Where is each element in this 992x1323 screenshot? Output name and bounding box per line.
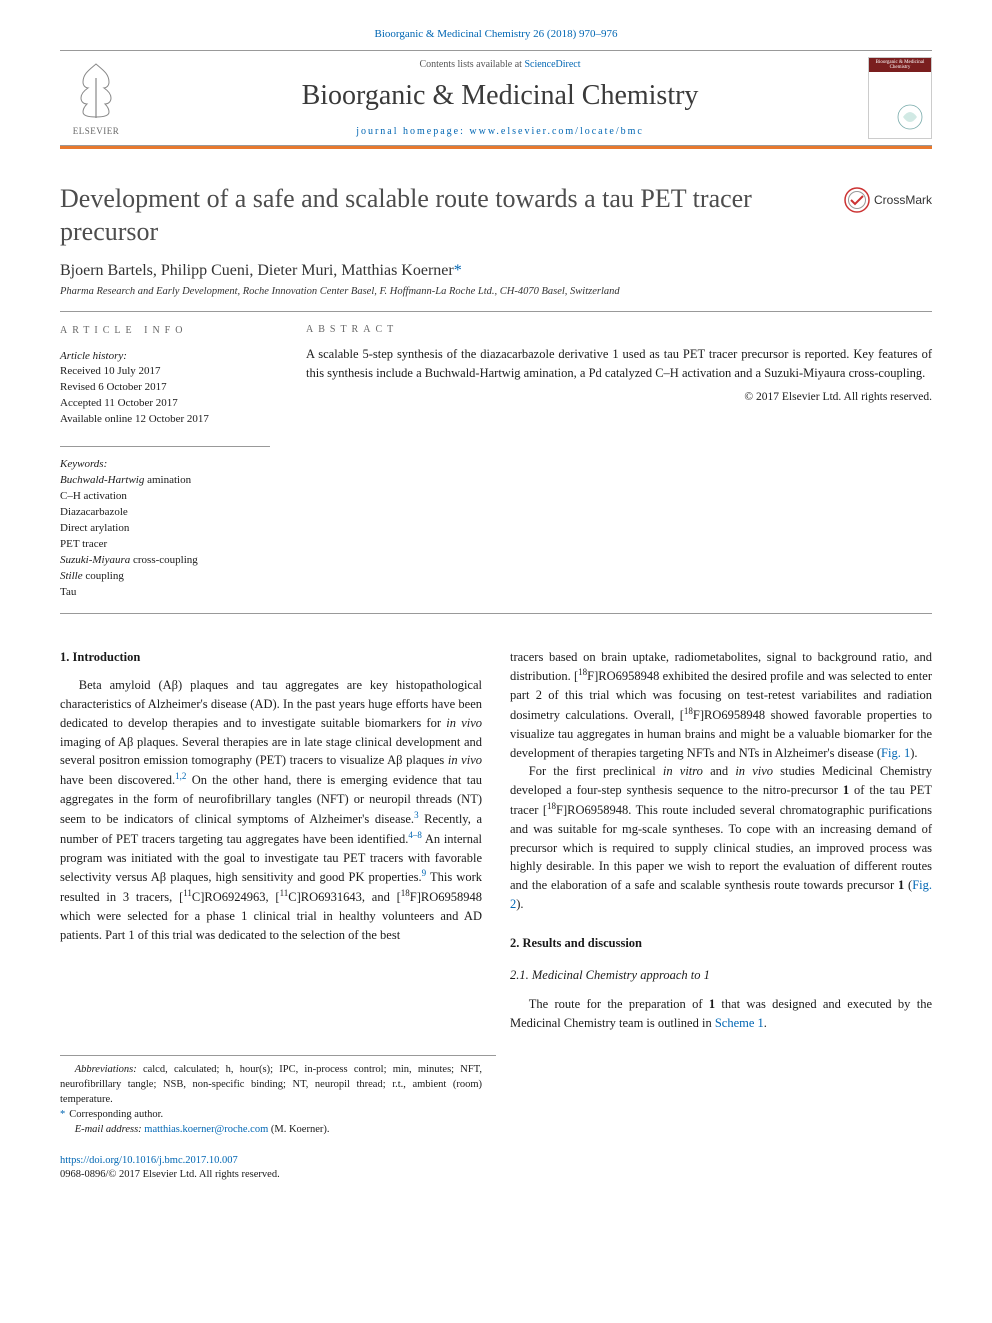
history-label: Article history: [60,349,270,365]
email-link[interactable]: matthias.koerner@roche.com [144,1124,268,1135]
scheme-link[interactable]: Scheme 1 [715,1016,764,1030]
keyword-item: Suzuki-Miyaura cross-coupling [60,553,270,569]
footnotes: Abbreviations: calcd, calculated; h, hou… [60,1055,496,1138]
history-revised: Revised 6 October 2017 [60,380,270,396]
authors-text: Bjoern Bartels, Philipp Cueni, Dieter Mu… [60,262,454,279]
subsection-heading: 2.1. Medicinal Chemistry approach to 1 [510,966,932,985]
cover-title-band: Bioorganic & Medicinal Chemistry [869,58,931,72]
intro-paragraph: Beta amyloid (Aβ) plaques and tau aggreg… [60,676,482,944]
journal-cover-thumbnail: Bioorganic & Medicinal Chemistry [868,57,932,139]
crossmark-label: CrossMark [874,193,932,208]
homepage-url: www.elsevier.com/locate/bmc [469,126,643,137]
abbreviations: Abbreviations: calcd, calculated; h, hou… [60,1062,482,1108]
publisher-logo: ELSEVIER [60,60,132,136]
authors-line: Bjoern Bartels, Philipp Cueni, Dieter Mu… [60,262,932,280]
contents-prefix: Contents lists available at [419,59,524,70]
figure-link[interactable]: Fig. 1 [881,746,910,760]
keywords-label: Keywords: [60,457,270,473]
abstract-label: ABSTRACT [306,324,932,335]
ref-link[interactable]: 1,2 [175,771,186,781]
email-line: E-mail address: matthias.koerner@roche.c… [60,1122,482,1137]
right-column: tracers based on brain uptake, radiometa… [510,648,932,1033]
journal-header: ELSEVIER Contents lists available at Sci… [60,50,932,146]
keyword-item: Direct arylation [60,521,270,537]
cover-art-icon [895,102,925,132]
article-info-label: ARTICLE INFO [60,324,270,339]
citation-line: Bioorganic & Medicinal Chemistry 26 (201… [60,28,932,40]
issn-copyright: 0968-0896/© 2017 Elsevier Ltd. All right… [60,1169,280,1180]
article-info-block: ARTICLE INFO Article history: Received 1… [60,312,932,614]
keyword-item: Stille coupling [60,569,270,585]
keyword-item: PET tracer [60,537,270,553]
corresponding-author: Corresponding author. [60,1107,482,1122]
keyword-item: Tau [60,585,270,601]
abstract-text: A scalable 5-step synthesis of the diaza… [306,345,932,383]
corresponding-mark: * [454,262,462,279]
left-column: 1. Introduction Beta amyloid (Aβ) plaque… [60,648,482,1033]
journal-homepage[interactable]: journal homepage: www.elsevier.com/locat… [142,126,858,137]
keyword-item: Buchwald-Hartwig amination [60,473,270,489]
col2-paragraph-1: tracers based on brain uptake, radiometa… [510,648,932,763]
keyword-item: Diazacarbazole [60,505,270,521]
history-online: Available online 12 October 2017 [60,412,270,428]
copyright-line: © 2017 Elsevier Ltd. All rights reserved… [306,391,932,403]
elsevier-tree-icon [69,60,123,120]
doi-link[interactable]: https://doi.org/10.1016/j.bmc.2017.10.00… [60,1155,238,1166]
section-heading-results: 2. Results and discussion [510,934,932,953]
keyword-item: C–H activation [60,489,270,505]
results-paragraph: The route for the preparation of 1 that … [510,995,932,1033]
ref-link[interactable]: 4–8 [408,830,422,840]
col2-paragraph-2: For the first preclinical in vitro and i… [510,762,932,913]
history-received: Received 10 July 2017 [60,364,270,380]
crossmark-icon [844,187,870,213]
sciencedirect-link[interactable]: ScienceDirect [524,59,580,70]
body-columns: 1. Introduction Beta amyloid (Aβ) plaque… [60,648,932,1033]
contents-available: Contents lists available at ScienceDirec… [142,59,858,70]
article-title-text: Development of a safe and scalable route… [60,184,752,246]
crossmark-badge[interactable]: CrossMark [844,187,932,213]
article-title: Development of a safe and scalable route… [60,183,932,248]
affiliation: Pharma Research and Early Development, R… [60,286,932,297]
publisher-name: ELSEVIER [60,126,132,136]
journal-title: Bioorganic & Medicinal Chemistry [142,80,858,112]
bottom-identifiers: https://doi.org/10.1016/j.bmc.2017.10.00… [60,1154,932,1183]
homepage-prefix: journal homepage: [356,126,469,137]
history-accepted: Accepted 11 October 2017 [60,396,270,412]
section-heading-intro: 1. Introduction [60,648,482,667]
